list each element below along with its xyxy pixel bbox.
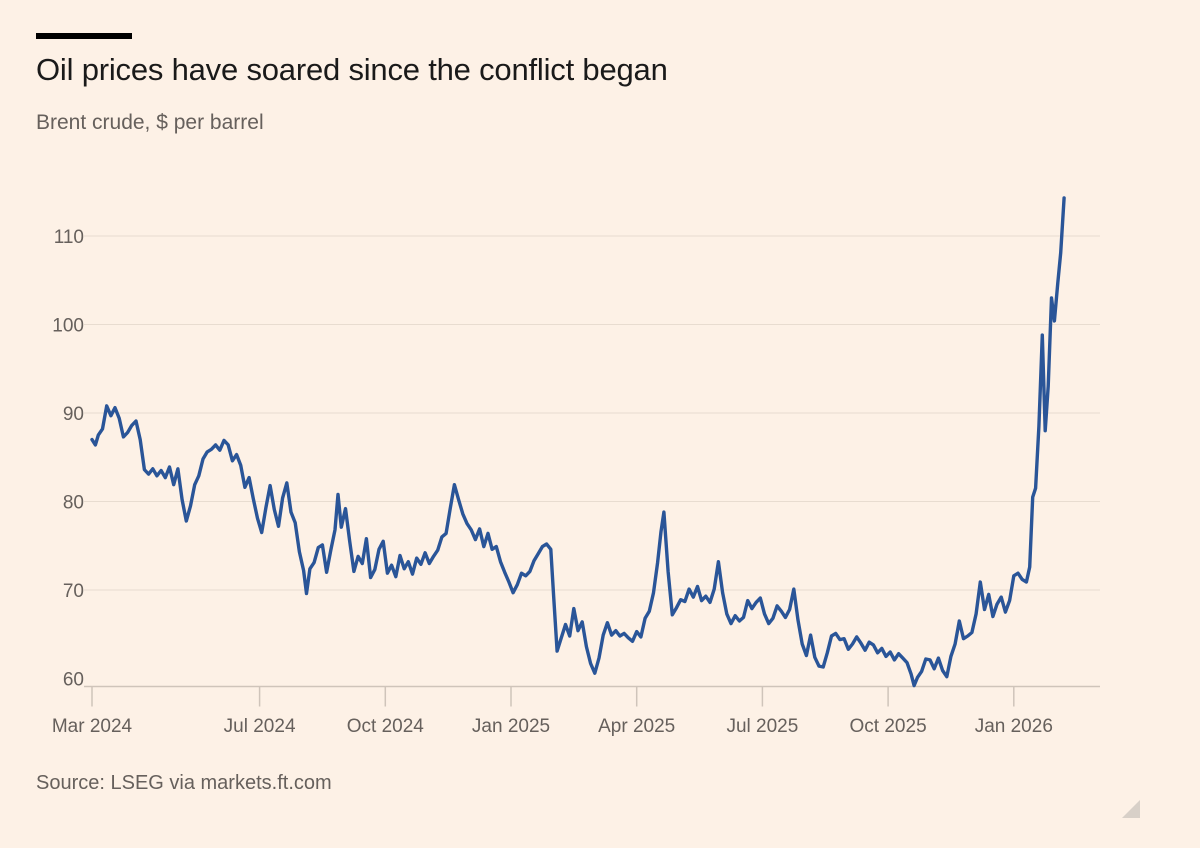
title-accent-bar	[36, 33, 132, 39]
y-tick-label: 90	[63, 404, 84, 425]
x-tick-label: Jul 2024	[224, 716, 296, 737]
x-tick-label: Jul 2025	[726, 716, 798, 737]
x-tick-label: Oct 2024	[347, 716, 425, 737]
y-axis-ticks: 60 70 80 90 100 110	[52, 227, 84, 691]
source-note: Source: LSEG via markets.ft.com	[36, 772, 332, 794]
x-axis: Mar 2024 Jul 2024 Oct 2024 Jan 2025 Apr 2025…	[52, 685, 1100, 737]
y-tick-label: 60	[63, 670, 84, 691]
x-tick-label: Mar 2024	[52, 716, 133, 737]
x-tick-label: Oct 2025	[850, 716, 927, 737]
gridlines	[84, 235, 1100, 591]
chart-subtitle: Brent crude, $ per barrel	[36, 111, 264, 134]
chart-title: Oil prices have soared since the conflic…	[36, 52, 668, 87]
y-tick-label: 80	[63, 493, 84, 514]
y-tick-label: 110	[54, 227, 84, 248]
series-layer	[90, 196, 1066, 688]
series-line-brent	[90, 196, 1066, 688]
y-tick-label: 70	[63, 581, 84, 602]
y-tick-label: 100	[52, 316, 84, 337]
x-tick-label: Jan 2026	[975, 716, 1053, 737]
x-tick-label: Jan 2025	[472, 716, 550, 737]
resize-corner-icon	[1122, 800, 1140, 818]
x-tick-label: Apr 2025	[598, 716, 675, 737]
